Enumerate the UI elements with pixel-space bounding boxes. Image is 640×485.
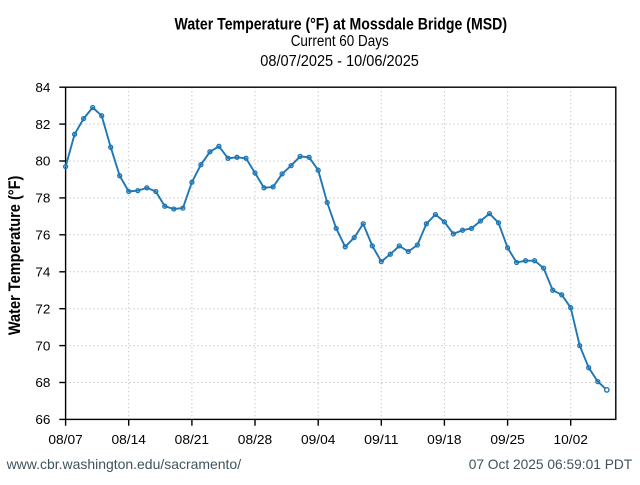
svg-text:72: 72: [35, 301, 50, 316]
svg-text:76: 76: [35, 228, 50, 243]
svg-text:08/14: 08/14: [112, 432, 146, 447]
svg-text:78: 78: [35, 191, 50, 206]
svg-text:08/07/2025 - 10/06/2025: 08/07/2025 - 10/06/2025: [260, 53, 419, 70]
svg-text:68: 68: [35, 375, 50, 390]
svg-text:09/18: 09/18: [427, 432, 461, 447]
svg-text:10/02: 10/02: [554, 432, 588, 447]
svg-text:09/04: 09/04: [301, 432, 335, 447]
svg-text:80: 80: [35, 154, 50, 169]
svg-text:09/25: 09/25: [490, 432, 524, 447]
svg-text:74: 74: [35, 265, 50, 280]
svg-text:66: 66: [35, 412, 50, 427]
svg-text:Water Temperature (°F): Water Temperature (°F): [5, 176, 24, 336]
svg-text:Water Temperature (°F) at Moss: Water Temperature (°F) at Mossdale Bridg…: [175, 14, 508, 33]
svg-text:84: 84: [35, 80, 50, 95]
svg-text:08/21: 08/21: [175, 432, 209, 447]
svg-text:09/11: 09/11: [364, 432, 398, 447]
svg-text:www.cbr.washington.edu/sacrame: www.cbr.washington.edu/sacramento/: [6, 456, 242, 472]
svg-text:08/07: 08/07: [48, 432, 82, 447]
svg-text:08/28: 08/28: [238, 432, 272, 447]
svg-text:70: 70: [35, 338, 50, 353]
svg-text:Current 60 Days: Current 60 Days: [291, 33, 389, 50]
svg-text:07 Oct 2025 06:59:01 PDT: 07 Oct 2025 06:59:01 PDT: [469, 456, 633, 472]
svg-text:82: 82: [35, 117, 50, 132]
